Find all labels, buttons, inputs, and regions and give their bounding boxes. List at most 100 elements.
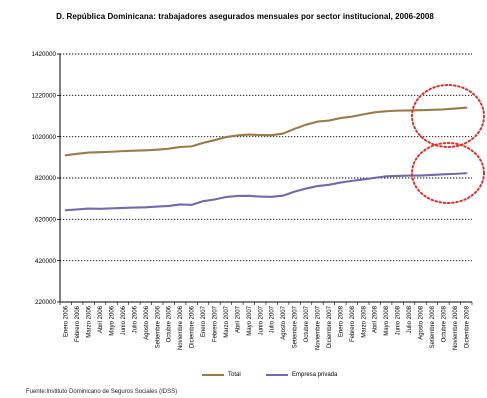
x-tick-label: Diciembre 2008 [464, 305, 470, 348]
data-point-total [316, 120, 319, 123]
data-point-total [156, 149, 158, 151]
data-point-total [236, 134, 238, 137]
x-tick-label: Abril 2007 [235, 305, 241, 333]
data-point-empresa-privada [156, 205, 158, 208]
data-point-total [76, 153, 78, 155]
x-tick-label: Abril 2008 [373, 305, 379, 333]
data-point-total [213, 139, 216, 141]
data-point-empresa-privada [225, 196, 227, 198]
data-point-empresa-privada [305, 187, 307, 190]
data-point-total [202, 142, 204, 144]
x-tick-label: Mayo 2006 [110, 305, 116, 335]
x-tick-label: Julio 2006 [132, 305, 138, 333]
data-point-total [385, 110, 387, 112]
data-point-total [465, 107, 467, 109]
x-tick-label: Setiembre 2007 [293, 305, 299, 348]
data-point-total [282, 132, 284, 135]
data-point-empresa-privada [328, 184, 330, 186]
data-point-total [110, 151, 113, 153]
data-point-total [145, 149, 147, 151]
y-tick-label-1020000: 1020000 [31, 134, 56, 141]
data-point-empresa-privada [236, 195, 238, 197]
data-point-empresa-privada [202, 200, 204, 202]
data-point-empresa-privada [133, 206, 135, 209]
x-tick-label: Mayo 2008 [384, 305, 390, 335]
data-point-empresa-privada [168, 205, 170, 207]
data-point-total [259, 134, 261, 136]
legend-label-total: Total [228, 372, 241, 378]
data-point-total [351, 116, 353, 118]
x-tick-label: Julio 2007 [270, 305, 276, 333]
x-tick-label: Enero 2008 [338, 305, 344, 337]
y-tick-label-220000: 220000 [35, 299, 57, 306]
x-tick-label: Agosto 2008 [419, 305, 425, 339]
data-point-empresa-privada [374, 177, 376, 179]
data-point-empresa-privada [191, 204, 193, 206]
legend-swatch-total [202, 374, 224, 376]
series-line-total [64, 106, 468, 157]
data-point-total [99, 151, 101, 153]
y-tick-label-620000: 620000 [35, 217, 57, 224]
data-point-empresa-privada [179, 203, 181, 206]
x-tick-label: Setiembre 2006 [155, 305, 161, 348]
data-point-total [339, 117, 341, 119]
data-point-empresa-privada [351, 180, 353, 182]
y-tick-label-1220000: 1220000 [31, 93, 56, 100]
data-point-empresa-privada [339, 181, 341, 184]
x-tick-label: Junio 2008 [396, 305, 402, 335]
x-tick-label: Febrero 2007 [213, 305, 219, 342]
data-point-total [408, 109, 410, 112]
legend-label-empresa-privada: Empresa privada [292, 372, 338, 378]
legend-swatch-empresa-privada [266, 374, 288, 376]
x-tick-label: Noviembre 2006 [178, 305, 184, 350]
y-tick-label-820000: 820000 [35, 175, 57, 182]
data-point-empresa-privada [408, 174, 410, 177]
x-tick-label: Diciembre 2006 [190, 305, 196, 348]
chart-title: D. República Dominicana: trabajadores as… [56, 12, 434, 21]
data-point-empresa-privada [122, 207, 124, 209]
x-tick-label: Octubre 2006 [167, 305, 173, 342]
data-point-total [191, 145, 193, 147]
x-tick-label: Marzo 2006 [87, 305, 93, 337]
data-point-total [133, 150, 135, 152]
data-point-empresa-privada [431, 174, 433, 176]
data-point-empresa-privada [316, 185, 319, 187]
data-point-empresa-privada [271, 196, 273, 198]
x-tick-label: Setiembre 2008 [430, 305, 436, 348]
data-point-empresa-privada [282, 194, 284, 197]
x-tick-label: Marzo 2007 [224, 305, 230, 337]
data-point-total [122, 150, 124, 152]
data-point-total [271, 134, 273, 136]
data-point-total [88, 151, 90, 154]
series-line-empresa-privada [64, 172, 468, 212]
data-point-empresa-privada [362, 178, 364, 181]
x-tick-label: Abril 2006 [98, 305, 104, 333]
data-point-empresa-privada [294, 191, 296, 193]
data-point-empresa-privada [454, 173, 456, 175]
x-tick-label: Febrero 2006 [75, 305, 81, 342]
x-tick-label: Agosto 2006 [144, 305, 150, 339]
x-tick-label: Enero 2007 [201, 305, 207, 337]
data-point-empresa-privada [110, 207, 113, 209]
data-point-total [397, 110, 399, 112]
data-point-empresa-privada [385, 175, 387, 177]
data-point-total [248, 134, 250, 136]
data-point-total [328, 119, 330, 122]
y-tick-label-420000: 420000 [35, 258, 57, 265]
x-tick-label: Junio 2006 [121, 305, 127, 335]
data-point-total [168, 148, 170, 150]
data-point-total [454, 107, 456, 110]
x-tick-label: Enero 2006 [64, 305, 70, 337]
x-tick-label: Julio 2008 [407, 305, 413, 333]
legend-item-total: Total [202, 370, 241, 380]
data-point-empresa-privada [88, 207, 90, 210]
annotation-ellipse-total [411, 84, 485, 148]
data-point-empresa-privada [442, 173, 444, 175]
data-point-empresa-privada [259, 196, 261, 198]
x-tick-label: Noviembre 2008 [453, 305, 459, 350]
data-point-total [225, 136, 227, 138]
source-note: Fuente:Instituto Dominicano de Seguros S… [26, 389, 178, 395]
x-tick-label: Diciembre 2007 [327, 305, 333, 348]
